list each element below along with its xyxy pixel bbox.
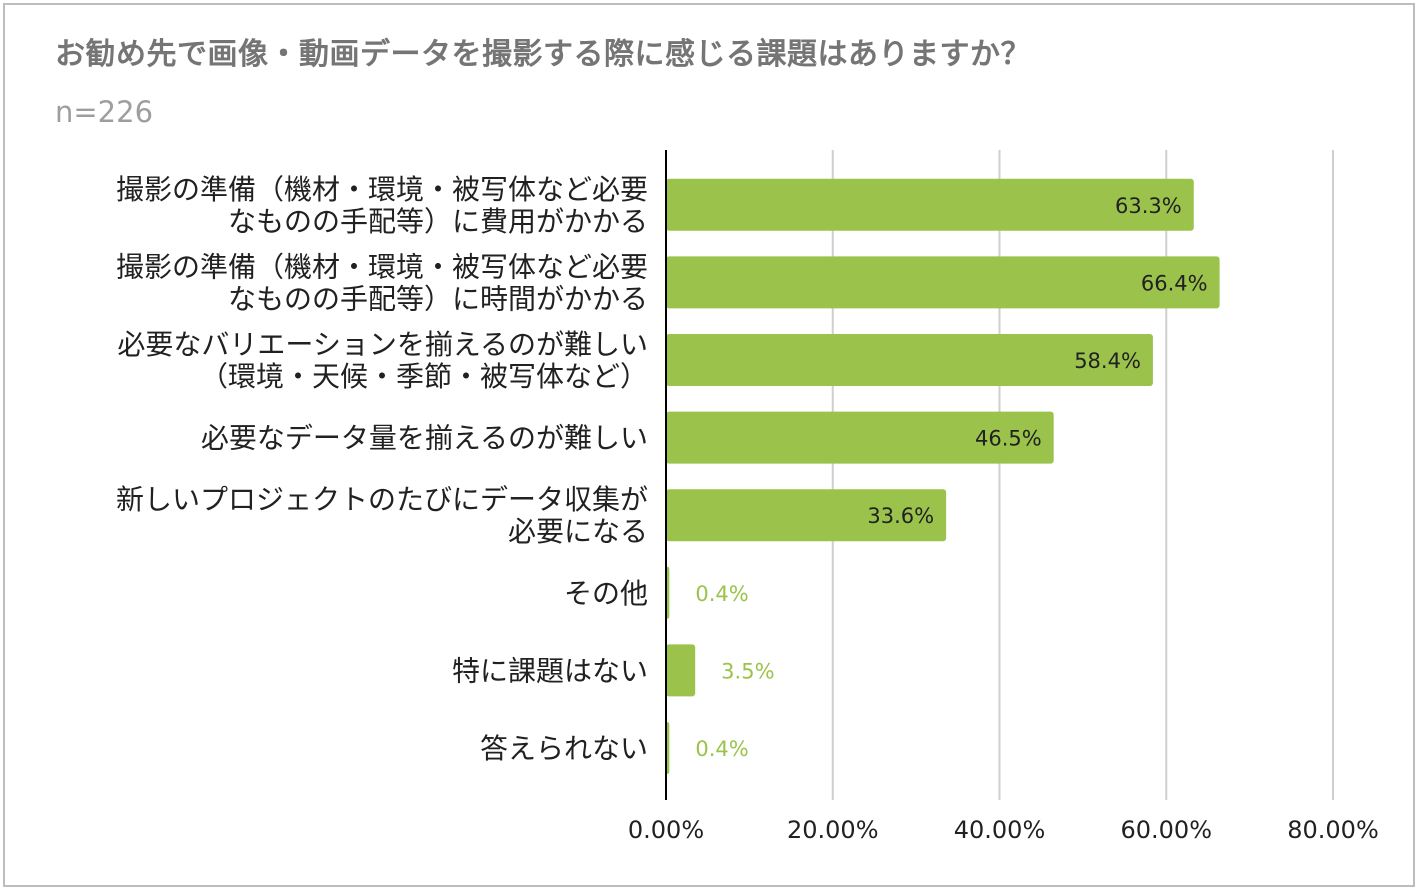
data-label: 58.4%: [1074, 349, 1141, 373]
category-label: 必要なデータ量を揃えるのが難しい: [201, 422, 648, 455]
x-tick-label: 40.00%: [954, 816, 1046, 844]
category-label: 撮影の準備（機材・環境・被写体など必要: [116, 250, 648, 283]
data-label: 0.4%: [695, 737, 748, 761]
category-label: 新しいプロジェクトのたびにデータ収集が: [116, 483, 648, 516]
chart-subtitle: n=226: [55, 95, 154, 129]
data-label: 33.6%: [867, 504, 934, 528]
x-tick-label: 80.00%: [1287, 816, 1379, 844]
x-tick-label: 60.00%: [1120, 816, 1212, 844]
bar: [666, 411, 1054, 464]
bar: [666, 489, 947, 542]
data-label: 0.4%: [695, 582, 748, 606]
x-tick-label: 0.00%: [628, 816, 704, 844]
data-label: 46.5%: [975, 427, 1042, 451]
category-label: 必要なバリエーションを揃えるのが難しい: [117, 328, 648, 361]
category-label: 撮影の準備（機材・環境・被写体など必要: [116, 173, 648, 206]
category-label: なものの手配等）に時間がかかる: [228, 282, 648, 315]
bar: [666, 256, 1220, 309]
category-label: なものの手配等）に費用がかかる: [228, 205, 648, 238]
bar: [666, 644, 696, 697]
bar: [666, 334, 1153, 386]
chart-title: お勧め先で画像・動画データを撮影する際に感じる課題はありますか？: [55, 37, 1031, 72]
category-label: 答えられない: [480, 732, 648, 765]
data-label: 66.4%: [1141, 271, 1208, 295]
data-label: 3.5%: [721, 659, 774, 683]
x-tick-label: 20.00%: [787, 816, 879, 844]
category-label: 必要になる: [508, 515, 648, 548]
bar: [666, 178, 1194, 231]
data-label: 63.3%: [1115, 194, 1182, 218]
category-label: その他: [564, 577, 648, 610]
category-label: （環境・天候・季節・被写体など）: [200, 360, 648, 393]
category-label: 特に課題はない: [452, 654, 648, 687]
